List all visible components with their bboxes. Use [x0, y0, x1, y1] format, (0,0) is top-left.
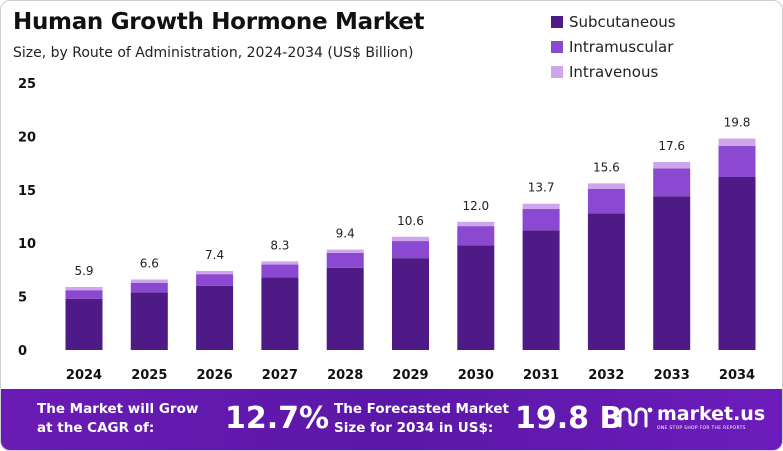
legend-item-intravenous: Intravenous [551, 59, 676, 84]
bar-segment-subcutaneous [653, 196, 691, 350]
cagr-value: 12.7% [225, 401, 330, 436]
bar-segment-intramuscular [653, 168, 691, 197]
bar-segment-intravenous [65, 286, 103, 291]
bar-segment-intramuscular [130, 282, 168, 293]
x-tick-label: 2026 [197, 368, 233, 383]
brand-mark-icon [618, 407, 653, 428]
bar-chart: 05101520255.920246.620257.420268.320279.… [18, 77, 756, 383]
bar-total-label: 6.6 [140, 257, 159, 271]
bar-segment-intramuscular [522, 209, 560, 231]
x-tick-label: 2029 [392, 368, 428, 383]
bar-segment-subcutaneous [196, 285, 234, 350]
bar-segment-intravenous [261, 261, 299, 265]
x-tick-label: 2032 [588, 368, 624, 383]
x-tick-label: 2025 [131, 368, 167, 383]
forecast-caption-line2: Size for 2034 in US$: [334, 420, 494, 436]
bar-segment-intramuscular [196, 274, 234, 286]
bar-total-label: 19.8 [724, 116, 751, 130]
x-tick-label: 2024 [66, 368, 102, 383]
bar-segment-intramuscular [326, 252, 364, 268]
y-tick-label: 5 [18, 291, 27, 306]
brand-logo: market.us ONE STOP SHOP FOR THE REPORTS [617, 404, 765, 432]
legend-swatch-intramuscular [551, 40, 563, 53]
bar-segment-intravenous [326, 249, 364, 253]
bar-total-label: 5.9 [74, 264, 93, 278]
bar-segment-intramuscular [587, 188, 625, 214]
forecast-caption: The Forecasted Market Size for 2034 in U… [334, 400, 509, 438]
legend-swatch-subcutaneous [551, 15, 563, 28]
bar-segment-intramuscular [392, 241, 429, 259]
cagr-caption-line2: at the CAGR of: [37, 420, 155, 436]
bar-segment-intravenous [392, 236, 429, 242]
legend-item-intramuscular: Intramuscular [551, 34, 676, 59]
bar-segment-subcutaneous [65, 298, 103, 350]
bar-total-label: 7.4 [205, 248, 224, 262]
bar-segment-subcutaneous [522, 230, 560, 350]
bar-total-label: 8.3 [270, 238, 289, 252]
bar-segment-intravenous [457, 221, 495, 227]
x-tick-label: 2028 [327, 368, 363, 383]
bar-segment-subcutaneous [130, 292, 168, 350]
cagr-caption: The Market will Grow at the CAGR of: [37, 400, 198, 438]
bar-total-label: 17.6 [658, 139, 685, 153]
bar-segment-intravenous [196, 270, 234, 275]
bar-total-label: 12.0 [462, 199, 489, 213]
bar-segment-intravenous [718, 138, 756, 147]
chart-subtitle: Size, by Route of Administration, 2024-2… [13, 45, 414, 61]
bar-total-label: 9.4 [336, 227, 355, 241]
y-tick-label: 10 [18, 237, 36, 252]
y-tick-label: 20 [18, 130, 36, 145]
bar-segment-intramuscular [261, 264, 299, 278]
brand-name: market.us [657, 403, 766, 425]
legend: Subcutaneous Intramuscular Intravenous [551, 9, 676, 84]
chart-title: Human Growth Hormone Market [13, 9, 425, 35]
bar-segment-intramuscular [457, 226, 495, 246]
bar-segment-subcutaneous [718, 176, 756, 350]
forecast-value: 19.8 B [515, 401, 623, 436]
y-tick-label: 25 [18, 77, 36, 92]
summary-banner: The Market will Grow at the CAGR of: 12.… [1, 389, 782, 450]
y-tick-label: 0 [18, 344, 27, 359]
bar-segment-intravenous [522, 203, 560, 210]
bar-total-label: 13.7 [528, 181, 555, 195]
x-tick-label: 2030 [458, 368, 494, 383]
y-tick-label: 15 [18, 184, 36, 199]
legend-item-subcutaneous: Subcutaneous [551, 9, 676, 34]
bar-segment-subcutaneous [326, 267, 364, 350]
cagr-caption-line1: The Market will Grow [37, 401, 199, 417]
x-tick-label: 2033 [654, 368, 690, 383]
legend-label-intravenous: Intravenous [569, 62, 659, 81]
bar-segment-intramuscular [718, 146, 756, 177]
bar-segment-subcutaneous [392, 258, 429, 350]
bar-segment-intravenous [130, 279, 168, 283]
legend-label-subcutaneous: Subcutaneous [569, 12, 676, 31]
legend-label-intramuscular: Intramuscular [569, 37, 674, 56]
x-tick-label: 2031 [523, 368, 559, 383]
brand-tagline: ONE STOP SHOP FOR THE REPORTS [657, 426, 746, 431]
bar-segment-intravenous [653, 162, 691, 169]
bar-segment-intravenous [587, 183, 625, 189]
bar-segment-intramuscular [65, 290, 103, 299]
bar-segment-subcutaneous [457, 245, 495, 350]
forecast-caption-line1: The Forecasted Market [334, 401, 509, 417]
bar-segment-subcutaneous [261, 277, 299, 350]
bar-segment-subcutaneous [587, 213, 625, 350]
x-tick-label: 2027 [262, 368, 298, 383]
legend-swatch-intravenous [551, 65, 563, 78]
x-tick-label: 2034 [719, 368, 755, 383]
bar-total-label: 15.6 [593, 160, 620, 174]
bar-total-label: 10.6 [397, 214, 424, 228]
